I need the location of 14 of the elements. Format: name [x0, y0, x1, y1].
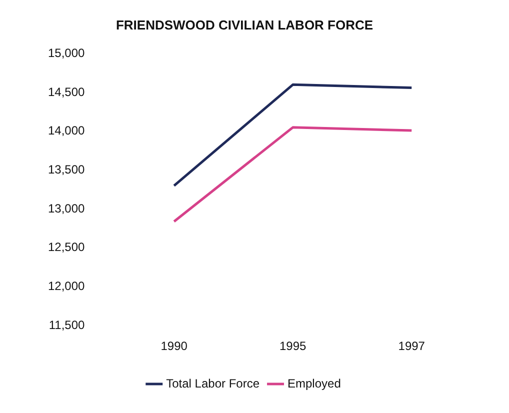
legend-label: Total Labor Force — [166, 376, 260, 390]
y-tick-label: 14,000 — [48, 124, 86, 138]
y-tick-label: 11,500 — [48, 318, 86, 332]
x-tick-label: 1995 — [280, 339, 307, 354]
y-tick-label: 13,500 — [48, 162, 86, 176]
x-tick-label: 1997 — [398, 339, 426, 354]
chart-title: FRIENDSWOOD CIVILIAN LABOR FORCE — [116, 17, 374, 32]
y-tick-label: 14,500 — [48, 84, 86, 99]
y-tick-label: 15,000 — [48, 46, 86, 60]
legend-label: Employed — [288, 376, 341, 390]
x-tick-label: 1990 — [160, 339, 188, 354]
y-tick-label: 13,000 — [48, 201, 86, 216]
y-tick-label: 12,000 — [48, 279, 86, 294]
y-tick-label: 12,500 — [48, 240, 86, 254]
